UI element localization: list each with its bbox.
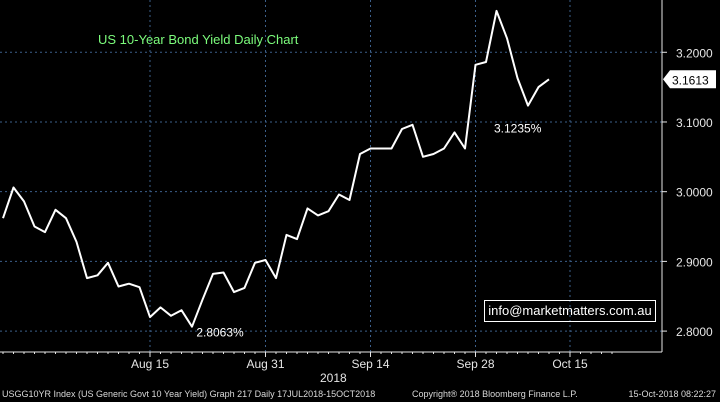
last-value-label: 3.1613 xyxy=(672,73,709,87)
footer-security-info: USGG10YR Index (US Generic Govt 10 Year … xyxy=(2,389,376,399)
y-tick-label: 3.1000 xyxy=(676,116,713,130)
x-tick-label: Aug 31 xyxy=(246,357,284,371)
yield-series-line xyxy=(2,9,550,328)
last-value-box xyxy=(663,70,716,89)
annotation-label: 2.8063% xyxy=(196,326,244,340)
x-tick-label: Oct 15 xyxy=(552,357,588,371)
series-layer xyxy=(2,9,550,328)
x-axis-label: 2018 xyxy=(320,371,347,385)
watermark: info@marketmatters.com.au xyxy=(484,300,656,322)
y-tick-label: 3.2000 xyxy=(676,46,713,60)
grid-layer xyxy=(0,0,662,352)
chart-title: US 10-Year Bond Yield Daily Chart xyxy=(98,32,299,47)
footer-timestamp: 15-Oct-2018 08:22:27 xyxy=(628,389,716,399)
footer: USGG10YR Index (US Generic Govt 10 Year … xyxy=(0,386,720,402)
label-layer: 3.1613 3.2594% 3.1235% 2.8063% xyxy=(196,0,716,340)
bond-yield-chart: 2.8000 2.9000 3.0000 3.1000 3.2000 Aug 15 Aug … xyxy=(0,0,716,385)
x-tick-label: Sep 28 xyxy=(456,357,494,371)
axis-layer: 2.8000 2.9000 3.0000 3.1000 3.2000 Aug 15 Aug … xyxy=(0,0,713,371)
annotation-label: 3.2594% xyxy=(455,0,503,2)
y-tick-label: 2.9000 xyxy=(676,255,713,269)
annotation-label: 3.1235% xyxy=(494,122,542,136)
x-tick-label: Aug 15 xyxy=(131,357,169,371)
x-tick-label: Sep 14 xyxy=(351,357,389,371)
y-tick-label: 3.0000 xyxy=(676,186,713,200)
footer-copyright: Copyright® 2018 Bloomberg Finance L.P. xyxy=(412,389,578,399)
y-tick-label: 2.8000 xyxy=(676,325,713,339)
